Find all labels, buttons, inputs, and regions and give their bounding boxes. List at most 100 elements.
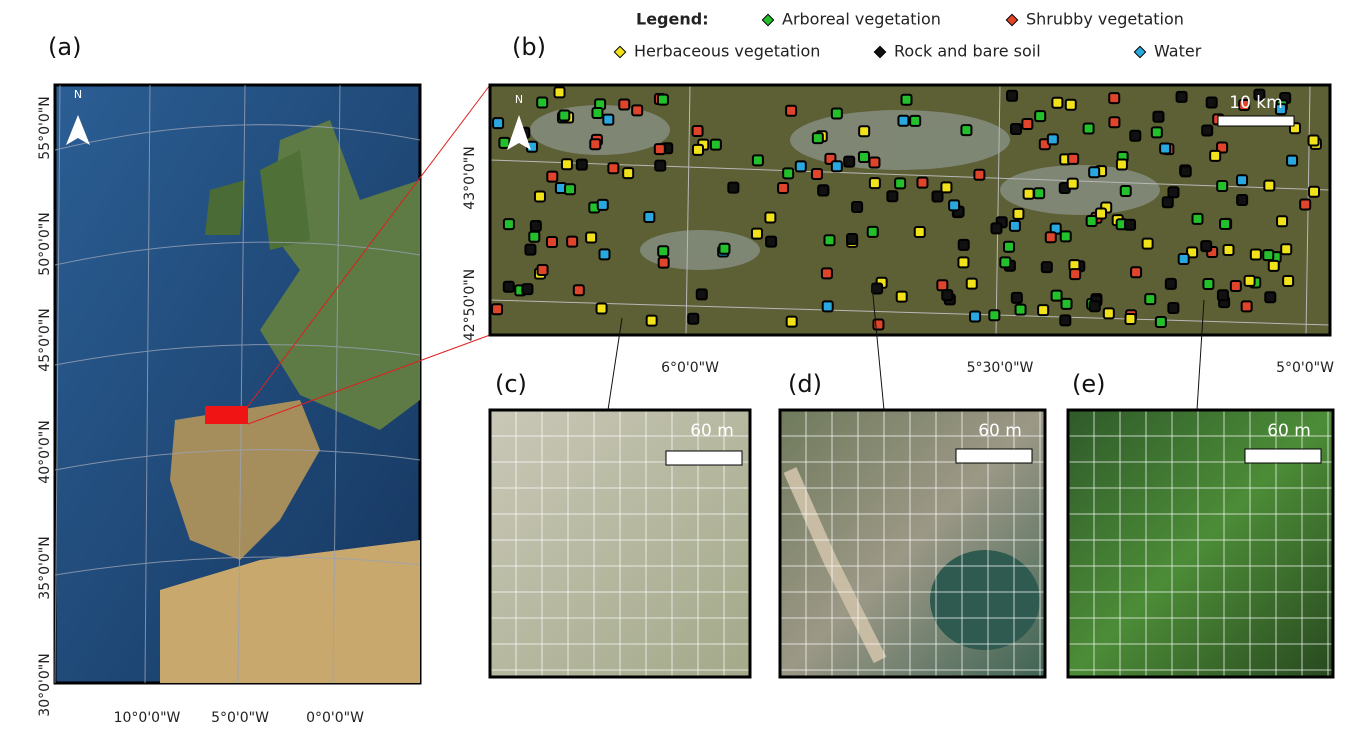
sample-point <box>1153 112 1163 122</box>
sample-point <box>917 178 927 188</box>
sample-point <box>887 191 897 201</box>
sample-point <box>796 161 806 171</box>
lat-label: 50°0'0"N <box>37 212 53 275</box>
sample-point <box>1287 156 1297 166</box>
sample-point <box>577 160 587 170</box>
scale-bar <box>1245 449 1321 463</box>
sample-point <box>1166 279 1176 289</box>
sample-point <box>959 240 969 250</box>
sample-point <box>870 178 880 188</box>
sample-point <box>1131 267 1141 277</box>
sample-point <box>603 115 613 125</box>
sample-point <box>1038 305 1048 315</box>
lon-label: 0°0'0"W <box>306 710 364 726</box>
sample-point <box>1152 127 1162 137</box>
sample-point <box>1283 276 1293 286</box>
legend-marker <box>874 46 885 57</box>
sample-point <box>522 284 532 294</box>
scale-label: 60 m <box>978 421 1022 441</box>
sample-point <box>492 304 502 314</box>
sample-point <box>823 301 833 311</box>
legend-marker <box>1134 46 1145 57</box>
sample-point <box>1264 181 1274 191</box>
sample-point <box>1004 242 1014 252</box>
sample-point <box>1237 175 1247 185</box>
sample-point <box>632 105 642 115</box>
scale-bar <box>956 449 1032 463</box>
sample-point <box>697 289 707 299</box>
sample-point <box>535 192 545 202</box>
figure: N N 10 km 60 m 60 m 60 m (a) (b) (c) (d)… <box>0 0 1360 729</box>
sample-point <box>1224 245 1234 255</box>
sample-point <box>537 97 547 107</box>
sample-point <box>1013 209 1023 219</box>
sample-point <box>847 234 857 244</box>
sample-point <box>1265 292 1275 302</box>
sample-point <box>1269 261 1279 271</box>
sample-point <box>1156 317 1166 327</box>
sample-point <box>778 183 788 193</box>
sample-point <box>728 183 738 193</box>
sample-point <box>1125 220 1135 230</box>
sample-point <box>1309 187 1319 197</box>
sample-point <box>915 227 925 237</box>
sample-point <box>1220 219 1230 229</box>
sample-point <box>898 116 908 126</box>
sample-point <box>529 232 539 242</box>
lat-label: 45°0'0"N <box>37 308 53 371</box>
sample-point <box>499 138 509 148</box>
sample-point <box>1309 135 1319 145</box>
sample-point <box>623 168 633 178</box>
sample-point <box>1143 239 1153 249</box>
north-label: N <box>74 88 82 101</box>
sample-point <box>897 292 907 302</box>
lat-label: 35°0'0"N <box>37 536 53 599</box>
sample-point <box>1084 123 1094 133</box>
sample-point <box>1068 179 1078 189</box>
sample-point <box>590 139 600 149</box>
sample-point <box>1300 199 1310 209</box>
lon-label: 5°0'0"W <box>211 710 269 726</box>
scale-bar <box>1218 116 1294 126</box>
sample-point <box>1066 100 1076 110</box>
sample-point <box>1052 98 1062 108</box>
sample-point <box>1251 249 1261 259</box>
sample-point <box>1011 124 1021 134</box>
sample-point <box>647 316 657 326</box>
sample-point <box>1007 91 1017 101</box>
sample-point <box>1168 187 1178 197</box>
north-label: N <box>515 93 523 106</box>
sample-point <box>555 87 565 97</box>
sample-point <box>599 249 609 259</box>
sample-point <box>1202 125 1212 135</box>
panel-label: (a) <box>48 33 81 61</box>
sample-point <box>872 283 882 293</box>
sample-point <box>1012 293 1022 303</box>
sample-point <box>1016 305 1026 315</box>
scale-label: 10 km <box>1229 93 1282 113</box>
sample-point <box>562 159 572 169</box>
sample-point <box>1237 195 1247 205</box>
panel-label: (b) <box>512 33 546 61</box>
panel-label: (e) <box>1072 370 1106 398</box>
sample-point <box>1192 214 1202 224</box>
lat-label: 43°0'0"N <box>462 146 478 209</box>
sample-point <box>1210 151 1220 161</box>
sample-point <box>1061 231 1071 241</box>
sample-point <box>592 108 602 118</box>
sample-point <box>783 168 793 178</box>
sample-point <box>1201 241 1211 251</box>
sample-point <box>1068 154 1078 164</box>
sample-point <box>565 184 575 194</box>
study-area <box>205 406 248 424</box>
panel-label: (d) <box>788 370 822 398</box>
sample-point <box>961 125 971 135</box>
sample-point <box>1022 119 1032 129</box>
sample-point <box>765 212 775 222</box>
sample-point <box>1121 186 1131 196</box>
sample-point <box>1163 197 1173 207</box>
sample-point <box>504 219 514 229</box>
sample-point <box>598 200 608 210</box>
sample-point <box>859 152 869 162</box>
